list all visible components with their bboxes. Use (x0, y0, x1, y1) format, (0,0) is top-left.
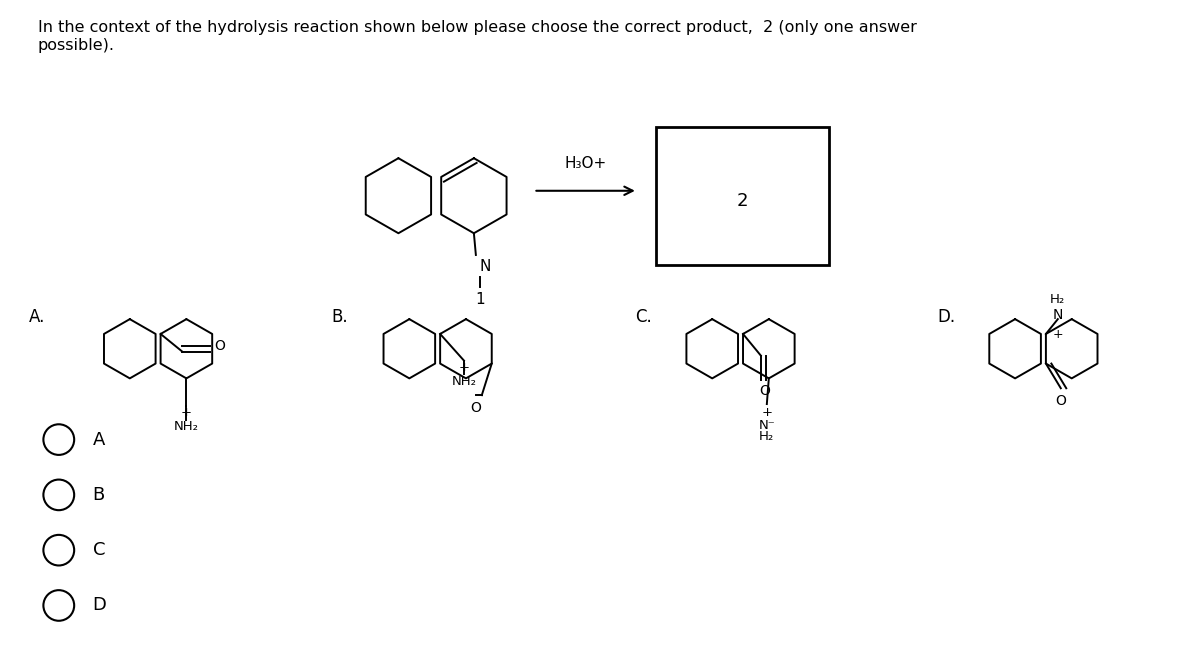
Text: N: N (1052, 308, 1063, 322)
Text: C.: C. (635, 308, 652, 326)
Text: 2: 2 (737, 192, 749, 210)
Text: +
NH₂: + NH₂ (451, 360, 476, 387)
Text: B.: B. (332, 308, 348, 326)
Text: In the context of the hydrolysis reaction shown below please choose the correct : In the context of the hydrolysis reactio… (37, 20, 917, 53)
Text: H₂: H₂ (1050, 293, 1066, 306)
Text: +: + (1052, 328, 1063, 341)
Text: H₂: H₂ (760, 430, 774, 443)
Text: O: O (470, 401, 481, 415)
Text: C: C (92, 541, 106, 559)
Text: N: N (480, 259, 491, 274)
Text: D: D (92, 596, 107, 614)
Bar (655, 127, 829, 265)
Text: O: O (215, 339, 226, 353)
Text: 1: 1 (475, 293, 485, 308)
Text: O: O (1055, 394, 1067, 408)
Text: A: A (92, 430, 104, 449)
Text: +
N⁻: + N⁻ (758, 406, 775, 432)
Text: H₃O+: H₃O+ (564, 156, 607, 171)
Text: D.: D. (937, 308, 955, 326)
Text: B: B (92, 486, 104, 504)
Text: A.: A. (29, 308, 46, 326)
Text: +
NH₂: + NH₂ (174, 406, 199, 433)
Text: O: O (758, 384, 769, 398)
